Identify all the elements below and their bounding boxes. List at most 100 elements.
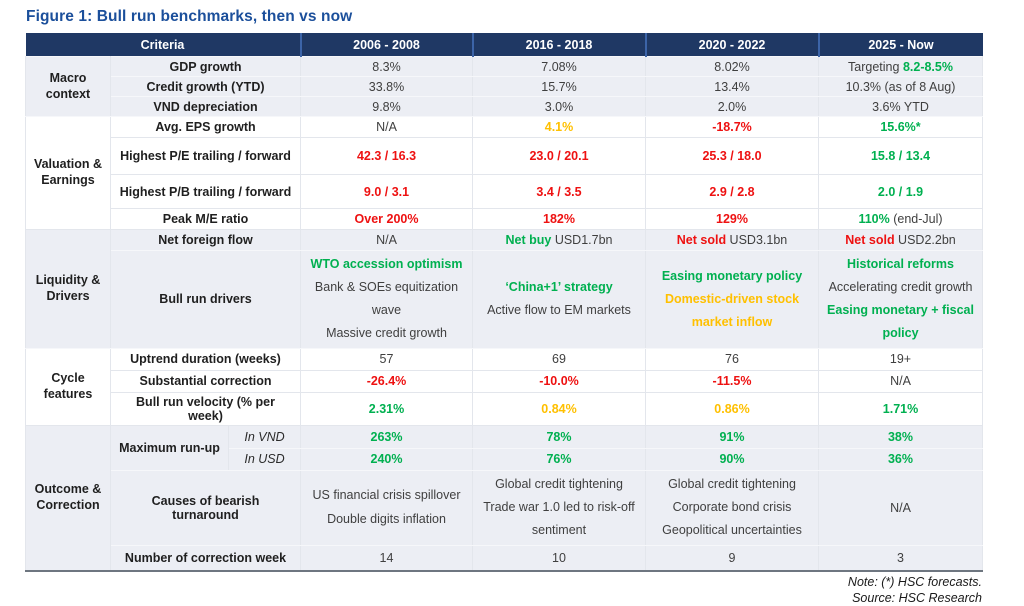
cell: Net sold USD3.1bn — [645, 229, 819, 251]
cell-text: 3.0% — [544, 99, 574, 114]
cell: 2.0% — [645, 96, 819, 117]
cell-text: 91% — [719, 429, 745, 444]
cell-text: 9.8% — [372, 99, 401, 114]
criteria-label: Peak M/E ratio — [110, 208, 301, 230]
cell: 9 — [645, 544, 819, 572]
cell-text: Trade war 1.0 led to risk-off sentiment — [483, 499, 635, 538]
cell: 8.02% — [645, 56, 819, 77]
cell-text: 8.3% — [372, 59, 401, 74]
criteria-label: Credit growth (YTD) — [110, 76, 301, 97]
cell: 2.9 / 2.8 — [645, 174, 819, 209]
criteria-label: Net foreign flow — [110, 229, 301, 251]
cell-text: 33.8% — [368, 79, 405, 94]
cell: 69 — [472, 347, 646, 371]
header-row: Criteria 2006 - 2008 2016 - 2018 2020 - … — [25, 33, 983, 57]
cell: 0.84% — [472, 391, 646, 426]
sublabel-in-vnd: In VND — [228, 424, 301, 449]
cell-text: USD1.7bn — [551, 233, 613, 247]
cell-text: Corporate bond crisis — [672, 499, 792, 514]
cell-text: Active flow to EM markets — [487, 303, 631, 318]
cell: US financial crisis spillover Double dig… — [300, 469, 473, 546]
cell: -10.0% — [472, 369, 646, 393]
cell-text: 19+ — [889, 352, 912, 366]
cell-text: 2.0 / 1.9 — [877, 184, 924, 199]
cell: 2.31% — [300, 391, 473, 426]
row-credit-growth: Credit growth (YTD) 33.8% 15.7% 13.4% 10… — [26, 76, 983, 97]
cell: 42.3 / 16.3 — [300, 137, 473, 175]
criteria-label-maximum-runup: Maximum run-up — [110, 424, 229, 471]
cell: -26.4% — [300, 369, 473, 393]
cell: 76% — [472, 447, 646, 471]
cell-text: -11.5% — [712, 374, 752, 388]
cell-text: 1.71% — [882, 401, 919, 416]
cell-text: 78% — [546, 429, 572, 444]
cell-text: WTO accession optimism — [310, 257, 463, 271]
cell: 10 — [472, 544, 646, 572]
figure-title: Figure 1: Bull run benchmarks, then vs n… — [26, 8, 353, 25]
cell-text: -10.0% — [539, 374, 579, 388]
cell-text: USD2.2bn — [894, 233, 956, 247]
cell: WTO accession optimism Bank & SOEs equit… — [300, 250, 473, 349]
header-period-2020-2022: 2020 - 2022 — [644, 33, 819, 57]
cell-text: 38% — [887, 429, 914, 444]
cell: 7.08% — [472, 56, 646, 77]
cell: 240% — [300, 447, 473, 471]
row-bull-run-drivers: Bull run drivers WTO accession optimism … — [26, 250, 983, 349]
row-highest-pb: Highest P/B trailing / forward 9.0 / 3.1… — [26, 174, 983, 209]
cell: 19+ — [818, 347, 983, 371]
cell: 2.0 / 1.9 — [818, 174, 983, 209]
cell-text: 42.3 / 16.3 — [356, 149, 417, 163]
cell-text: Double digits inflation — [327, 511, 446, 526]
cell: Net sold USD2.2bn — [818, 229, 983, 251]
cell-text: 263% — [370, 429, 403, 444]
header-period-2016-2018: 2016 - 2018 — [471, 33, 646, 57]
footnotes: Note: (*) HSC forecasts. Source: HSC Res… — [25, 575, 982, 606]
cell-text: 76% — [546, 452, 572, 466]
cell-text: 7.08% — [541, 59, 577, 74]
cell-text: -18.7% — [712, 120, 752, 134]
cell: 57 — [300, 347, 473, 371]
cell-text: Bank & SOEs equitization wave — [314, 280, 459, 318]
cell-text: 9.0 / 3.1 — [363, 184, 410, 199]
header-period-2025-now: 2025 - Now — [817, 33, 983, 57]
cell: 14 — [300, 544, 473, 572]
cell-text: Domestic-driven stock market inflow — [664, 291, 800, 329]
cell: 3.6% YTD — [818, 96, 983, 117]
group-label-cycle-features: Cycle features — [25, 347, 111, 426]
cell-text: -26.4% — [366, 374, 407, 388]
cell-text: 57 — [379, 352, 394, 366]
criteria-label: Causes of bearish turnaround — [110, 469, 301, 546]
row-bull-run-velocity: Bull run velocity (% per week) 2.31% 0.8… — [26, 391, 983, 426]
cell-text: 110% — [858, 212, 890, 226]
cell-text: 8.2-8.5% — [902, 59, 953, 74]
cell-text: Geopolitical uncertainties — [662, 523, 802, 538]
cell-text: 14 — [379, 550, 394, 565]
cell-text: 69 — [552, 352, 566, 366]
cell: -18.7% — [645, 116, 819, 138]
cell: 110% (end-Jul) — [818, 208, 983, 230]
criteria-label: VND depreciation — [110, 96, 301, 117]
cell: 76 — [645, 347, 819, 371]
cell-text: 3.4 / 3.5 — [536, 184, 582, 199]
cell: 78% — [472, 424, 646, 449]
row-vnd-depreciation: VND depreciation 9.8% 3.0% 2.0% 3.6% YTD — [26, 96, 983, 117]
cell-text: 9 — [728, 550, 736, 565]
cell-text: Targeting — [848, 59, 903, 74]
cell: 3 — [818, 544, 983, 572]
cell-text: N/A — [890, 500, 911, 515]
cell-text: 8.02% — [714, 59, 750, 74]
cell-text: N/A — [376, 233, 397, 247]
cell: ‘China+1’ strategy Active flow to EM mar… — [472, 250, 646, 349]
cell: 15.7% — [472, 76, 646, 97]
cell-text: 15.8 / 13.4 — [870, 149, 931, 163]
cell-text: Massive credit growth — [326, 326, 447, 341]
cell-text: 0.84% — [541, 401, 577, 416]
header-criteria: Criteria — [25, 33, 301, 57]
cell: 9.8% — [300, 96, 473, 117]
cell: N/A — [300, 229, 473, 251]
cell-text: US financial crisis spillover — [312, 488, 461, 503]
cell-text: Easing monetary policy — [661, 268, 803, 283]
footnote-source: Source: HSC Research — [852, 590, 982, 605]
cell: 4.1% — [472, 116, 646, 138]
cell-text: ‘China+1’ strategy — [505, 280, 613, 295]
